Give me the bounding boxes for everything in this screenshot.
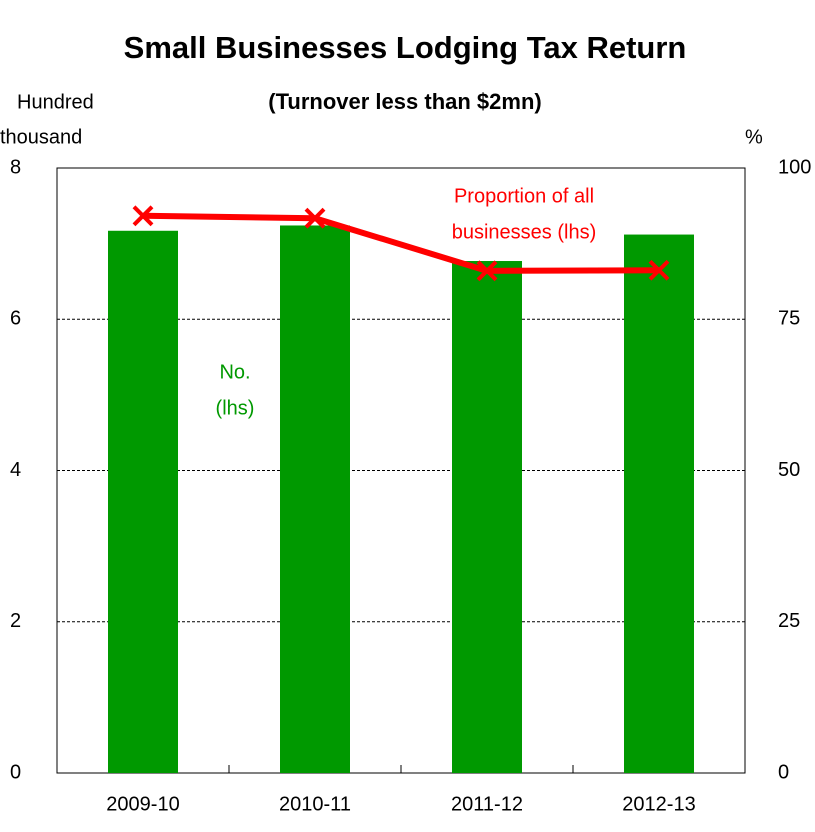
line-marker (648, 259, 670, 281)
annotation: businesses (lhs) (452, 221, 597, 243)
y2-tick-label: 100 (778, 156, 811, 178)
y-tick-label: 6 (10, 308, 21, 330)
line (142, 212, 660, 274)
y2-axis-label: % (745, 126, 763, 148)
bar (452, 261, 522, 773)
bar (108, 230, 178, 774)
y-axis-label: Hundred (17, 91, 94, 113)
y-tick-label: 2 (10, 610, 21, 632)
y2-tick-label: 75 (778, 308, 800, 330)
y-tick-label: 0 (10, 761, 21, 783)
chart-title: Small Businesses Lodging Tax Return (124, 30, 687, 65)
line-marker (304, 207, 326, 229)
y2-tick-label: 25 (778, 610, 800, 632)
annotation: Proportion of all (454, 185, 594, 207)
y-tick-label: 4 (10, 459, 21, 481)
annotation: (lhs) (216, 397, 255, 419)
line-marker (476, 260, 498, 282)
x-tick-label: 2011-12 (451, 793, 523, 815)
annotation: No. (219, 361, 250, 383)
x-tick-label: 2010-11 (279, 793, 351, 815)
bar (624, 234, 694, 774)
x-tick-label: 2009-10 (106, 793, 179, 815)
x-tick-label: 2012-13 (622, 793, 695, 815)
y-axis-label: thousand (0, 126, 82, 148)
line-marker (132, 205, 154, 227)
y2-tick-label: 50 (778, 459, 800, 481)
y-tick-label: 8 (10, 156, 21, 178)
y2-tick-label: 0 (778, 761, 789, 783)
bar (280, 225, 350, 774)
chart-subtitle: (Turnover less than $2mn) (268, 89, 541, 114)
